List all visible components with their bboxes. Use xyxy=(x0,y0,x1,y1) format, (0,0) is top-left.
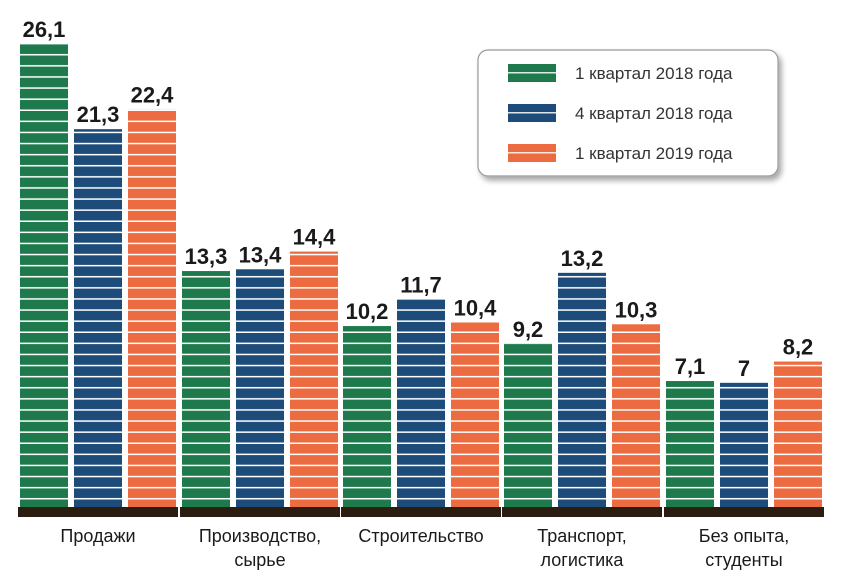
value-label-4-1: 9,2 xyxy=(513,317,544,342)
bar-stripes-1-2 xyxy=(74,129,122,508)
value-label-5-1: 7,1 xyxy=(675,354,706,379)
bar-stripes-3-3 xyxy=(451,322,499,507)
value-label-3-1: 10,2 xyxy=(346,299,389,324)
legend-label-1: 1 квартал 2018 года xyxy=(575,64,733,83)
legend-swatch-stripe-2 xyxy=(508,112,556,114)
category-label-5: Без опыта, студенты xyxy=(699,526,789,570)
value-label-2-1: 13,3 xyxy=(185,244,228,269)
bar-stripes-5-2 xyxy=(720,382,768,507)
legend-swatch-stripe-1 xyxy=(508,72,556,74)
bar-stripes-2-1 xyxy=(182,271,230,507)
legend-label-2: 4 квартал 2018 года xyxy=(575,104,733,123)
category-label-4: Транспорт, логистика xyxy=(537,526,627,570)
value-label-3-3: 10,4 xyxy=(454,296,498,321)
baseline-segment-4 xyxy=(502,507,662,517)
baseline-segment-5 xyxy=(664,507,824,517)
category-label-2: Производство, сырье xyxy=(199,526,321,570)
legend-swatch-stripe-3 xyxy=(508,152,556,154)
bar-stripes-1-3 xyxy=(128,109,176,507)
baseline-segment-1 xyxy=(18,507,178,517)
baseline-layer xyxy=(18,507,824,517)
bar-stripes-2-3 xyxy=(290,251,338,507)
bar-stripes-4-1 xyxy=(504,343,552,507)
bar-stripes-4-3 xyxy=(612,324,660,507)
baseline-segment-2 xyxy=(180,507,340,517)
value-label-1-2: 21,3 xyxy=(77,102,120,127)
bar-stripes-3-2 xyxy=(397,299,445,507)
bar-stripes-5-3 xyxy=(774,361,822,507)
value-label-5-3: 8,2 xyxy=(783,335,814,360)
value-labels-layer: 26,1 21,3 22,4 13,3 13,4 14,4 10,2 11,7 10,4 9,2 1… xyxy=(23,17,814,381)
value-label-2-3: 14,4 xyxy=(293,225,337,250)
value-label-1-3: 22,4 xyxy=(131,83,175,108)
category-label-3: Строительство xyxy=(358,526,483,546)
bar-stripes-4-2 xyxy=(558,272,606,507)
category-labels-layer: Продажи Производство, сырье Строительство Тр… xyxy=(60,526,789,570)
legend: 1 квартал 2018 года 4 квартал 2018 года 1 … xyxy=(477,49,779,177)
value-label-4-2: 13,2 xyxy=(561,246,604,271)
bar-stripes-3-1 xyxy=(343,326,391,507)
bar-stripes-5-1 xyxy=(666,381,714,507)
bar-stripes-2-2 xyxy=(236,269,284,507)
value-label-4-3: 10,3 xyxy=(615,297,658,322)
category-label-1: Продажи xyxy=(60,526,135,546)
value-label-1-1: 26,1 xyxy=(23,17,66,42)
value-label-5-2: 7 xyxy=(738,356,750,381)
bars-layer xyxy=(20,44,822,508)
legend-label-3: 1 квартал 2019 года xyxy=(575,144,733,163)
bar-stripes-1-1 xyxy=(20,44,68,507)
baseline-segment-3 xyxy=(341,507,501,517)
value-label-3-2: 11,7 xyxy=(400,272,442,297)
value-label-2-2: 13,4 xyxy=(239,242,283,267)
